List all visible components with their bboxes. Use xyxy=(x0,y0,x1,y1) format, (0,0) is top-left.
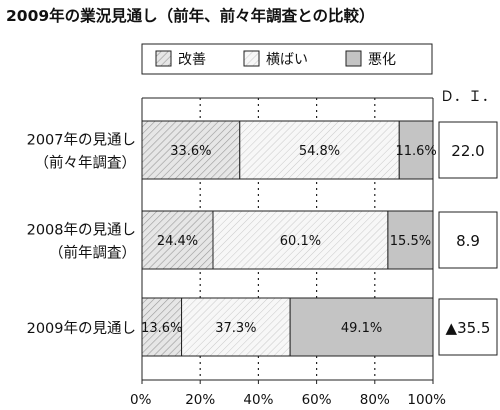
di-value: ▲35.5 xyxy=(446,319,491,337)
legend-label-yokobai: 横ばい xyxy=(266,52,308,68)
bar-segment-kaizen xyxy=(141,297,183,357)
bar-segment-kaizen xyxy=(141,210,214,270)
bar-segment-akka xyxy=(289,297,434,357)
x-tick-label: 60% xyxy=(302,392,332,408)
bar-value-label: 60.1% xyxy=(280,234,321,249)
bar-labels: 33.6% 54.8% 11.6% 24.4% 60.1% 15.5% 13.6% 37.3%… xyxy=(141,144,437,336)
legend-label-kaizen: 改善 xyxy=(178,52,206,68)
di-value: 22.0 xyxy=(451,142,484,160)
category-labels: 2007年の見通し （前々年調査） 2008年の見通し （前年調査） 2009年の見通し xyxy=(27,132,136,338)
bar-value-label: 11.6% xyxy=(395,144,436,159)
category-label: 2007年の見通し xyxy=(27,132,136,149)
x-tick-label: 100% xyxy=(407,392,446,408)
x-tick-label: 0% xyxy=(130,392,152,408)
bar-segment-akka xyxy=(398,120,434,180)
di-value: 8.9 xyxy=(456,232,480,250)
x-tick-label: 80% xyxy=(360,392,390,408)
bars xyxy=(141,120,434,357)
chart-title: 2009年の業況見通し（前年、前々年調査との比較） xyxy=(6,6,375,25)
bar-value-label: 33.6% xyxy=(170,144,211,159)
di-values: 22.0 8.9 ▲35.5 xyxy=(438,121,498,356)
bar-value-label: 13.6% xyxy=(141,321,182,336)
di-box xyxy=(438,298,498,356)
category-label: 2008年の見通し xyxy=(27,222,136,239)
bar-segment-akka xyxy=(387,210,434,270)
legend-swatch-kaizen xyxy=(155,50,172,67)
category-label: 2009年の見通し xyxy=(27,320,136,337)
x-axis-ticks: 0% 20% 40% 60% 80% 100% xyxy=(130,380,446,408)
legend-label-akka: 悪化 xyxy=(368,52,396,68)
bar-value-label: 37.3% xyxy=(215,321,256,336)
category-label: （前々年調査） xyxy=(35,155,137,172)
di-box xyxy=(438,211,498,269)
x-tick-label: 20% xyxy=(185,392,215,408)
bar-segment-yokobai xyxy=(181,297,291,357)
legend-swatch-akka xyxy=(345,50,362,67)
category-label: （前年調査） xyxy=(49,245,136,262)
bar-value-label: 24.4% xyxy=(157,234,198,249)
legend-frame xyxy=(141,43,433,75)
bar-segment-kaizen xyxy=(141,120,241,180)
di-header: Ｄ．Ｉ． xyxy=(440,89,496,105)
x-tick-label: 40% xyxy=(243,392,273,408)
di-box xyxy=(438,121,498,179)
bar-value-label: 49.1% xyxy=(341,321,382,336)
legend-swatch-yokobai xyxy=(243,50,260,67)
bar-value-label: 15.5% xyxy=(390,234,431,249)
bar-value-label: 54.8% xyxy=(299,144,340,159)
legend: 改善 横ばい 悪化 xyxy=(141,43,433,75)
